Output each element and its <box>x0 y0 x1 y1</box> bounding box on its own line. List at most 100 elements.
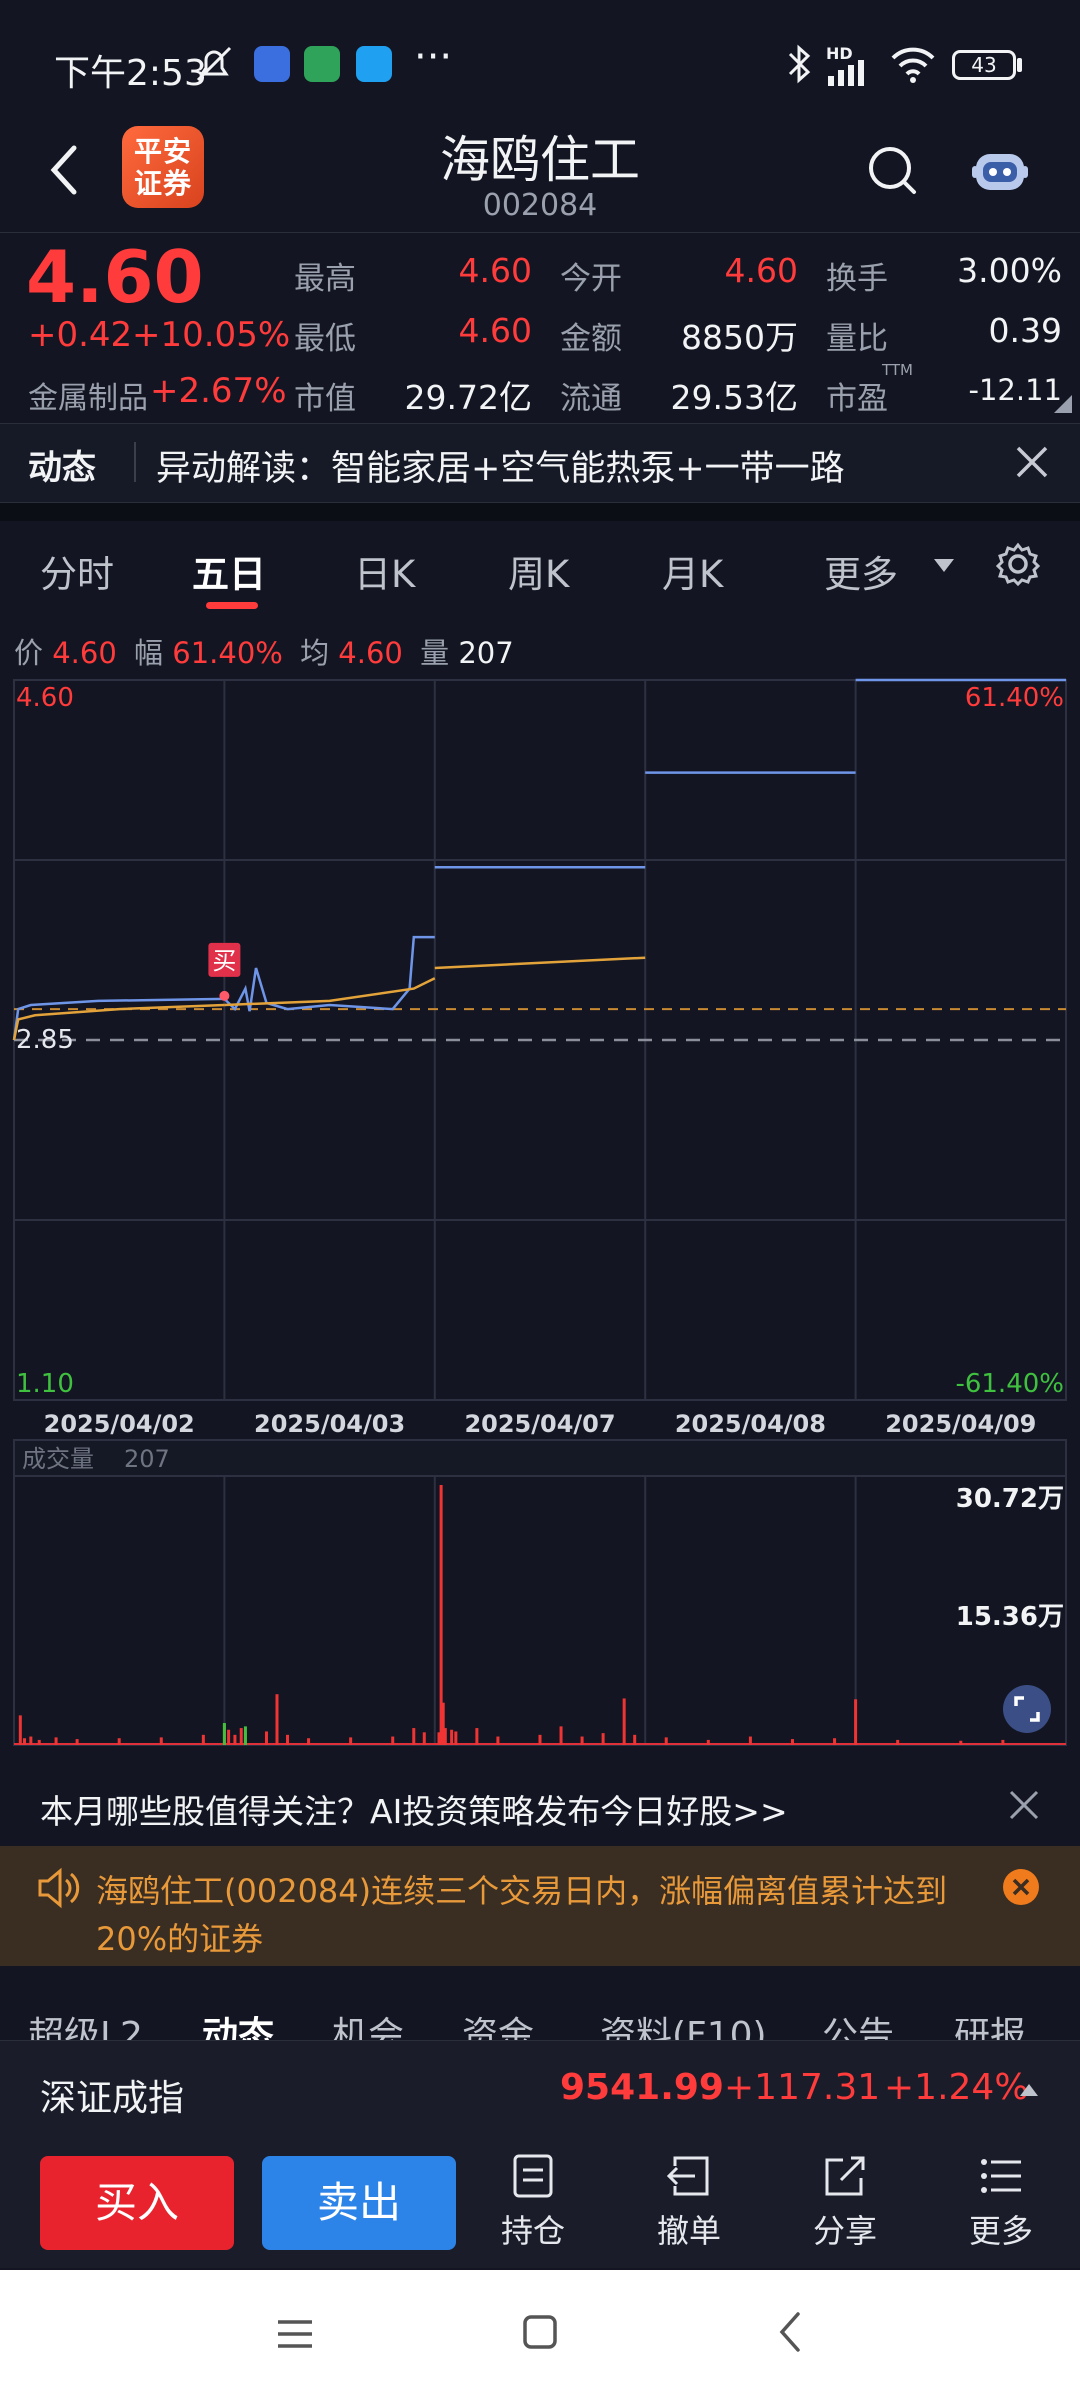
search-icon[interactable] <box>866 142 918 198</box>
tab-five-day[interactable]: 五日 <box>192 553 266 596</box>
tab-monthly-k[interactable]: 月K <box>662 553 724 596</box>
settings-gear-icon[interactable] <box>996 542 1040 586</box>
y-axis-mid-label: 2.85 <box>16 1025 74 1055</box>
menu-nav-icon[interactable] <box>276 2316 314 2352</box>
quote-label-turnover: 换手 <box>826 261 888 297</box>
battery-icon: 43 <box>952 50 1016 80</box>
quote-value-market-cap: 29.72亿 <box>404 378 532 417</box>
robot-assistant-icon[interactable] <box>970 142 1030 198</box>
logo-text: 证券 <box>133 167 192 200</box>
dropdown-triangle-icon[interactable] <box>932 556 956 576</box>
app-notification-icon <box>254 46 290 82</box>
quote-label-low: 最低 <box>294 321 356 357</box>
cancel-order-button[interactable]: 撤单 <box>614 2152 764 2252</box>
index-ticker[interactable]: 深证成指 9541.99 +117.31 +1.24% <box>0 2040 1080 2139</box>
tab-super-l2[interactable]: 超级L2 <box>28 2015 143 2040</box>
five-day-chart[interactable]: 买 4.60 2.85 1.10 61.40% -61.40% 2025/04/02 2025… <box>0 670 1080 1760</box>
price-chart-svg[interactable]: 买 4.60 2.85 1.10 61.40% -61.40% 2025/04/02 2025… <box>0 670 1080 1760</box>
average-line <box>224 977 436 1007</box>
sector-name[interactable]: 金属制品 <box>28 381 148 416</box>
price-change: +0.42 <box>28 315 133 355</box>
news-divider <box>134 442 136 482</box>
wifi-icon <box>891 47 935 83</box>
tab-announcements[interactable]: 公告 <box>822 2015 895 2040</box>
buy-button[interactable]: 买入 <box>40 2156 234 2250</box>
volume-frame <box>13 1475 1067 1746</box>
quote-value-high: 4.60 <box>458 251 532 290</box>
bluetooth-icon <box>788 44 811 84</box>
share-button[interactable]: 分享 <box>770 2152 920 2252</box>
ai-strategy-banner[interactable]: 本月哪些股值得关注？AI投资策略发布今日好股>> <box>0 1763 1080 1849</box>
quote-label-open: 今开 <box>560 261 622 297</box>
positions-label: 持仓 <box>500 2212 565 2250</box>
tab-weekly-k[interactable]: 周K <box>508 553 570 596</box>
fullscreen-icon[interactable] <box>1002 1684 1052 1734</box>
mute-icon <box>196 46 232 82</box>
info-avg-label: 均 <box>300 636 330 670</box>
news-label: 动态 <box>28 448 96 488</box>
sell-button[interactable]: 卖出 <box>262 2156 456 2250</box>
average-line <box>434 956 646 970</box>
tab-dynamics[interactable]: 动态 <box>202 2015 275 2040</box>
ai-banner-text[interactable]: 本月哪些股值得关注？AI投资策略发布今日好股>> <box>40 1792 788 1831</box>
info-range: 61.40% <box>172 636 283 670</box>
share-icon <box>825 2156 865 2196</box>
average-line <box>12 1003 225 1041</box>
quote-value-float-cap: 29.53亿 <box>670 378 798 417</box>
info-volume: 207 <box>458 636 514 670</box>
index-value: 9541.99 <box>560 2067 724 2108</box>
quote-panel: 4.60 +0.42 +10.05% 金属制品 +2.67% 最高 4.60 今… <box>0 232 1080 424</box>
tab-f10[interactable]: 资料(F10) <box>600 2015 767 2040</box>
back-arrow-icon[interactable] <box>44 142 84 198</box>
quote-pe-ttm-sup: TTM <box>882 361 914 379</box>
buy-marker-label: 买 <box>212 947 236 975</box>
expand-up-triangle-icon[interactable] <box>1018 2081 1040 2099</box>
abnormal-move-alert[interactable]: 海鸥住工(002084)连续三个交易日内，涨幅偏离值累计达到 20%的证券 <box>0 1846 1080 1966</box>
more-button[interactable]: 更多 <box>926 2152 1076 2252</box>
positions-button[interactable]: 持仓 <box>458 2152 608 2252</box>
quote-value-volume-ratio: 0.39 <box>988 311 1062 350</box>
volume-current: 207 <box>124 1445 170 1473</box>
info-price-label: 价 <box>14 636 44 670</box>
tab-intraday[interactable]: 分时 <box>40 553 114 596</box>
quote-label-pe: 市盈 <box>826 381 888 417</box>
quote-value-open: 4.60 <box>724 251 798 290</box>
current-price: 4.60 <box>26 235 204 319</box>
network-type: HD <box>826 44 853 63</box>
back-nav-icon[interactable] <box>776 2310 804 2354</box>
signal-icon <box>828 60 864 86</box>
positions-icon <box>513 2154 553 2198</box>
x-axis-date-label: 2025/04/07 <box>464 1410 615 1438</box>
logo-text: 平安 <box>133 135 192 168</box>
sector-change-pct: +2.67% <box>150 371 287 411</box>
x-axis-date-label: 2025/04/08 <box>675 1410 826 1438</box>
volume-header <box>13 1439 1067 1477</box>
system-nav-bar <box>0 2270 1080 2400</box>
quote-label-amount: 金额 <box>560 321 622 357</box>
news-text[interactable]: 异动解读：智能家居+空气能热泵+一带一路 <box>156 449 845 489</box>
tab-daily-k[interactable]: 日K <box>354 553 416 596</box>
x-axis-date-label: 2025/04/02 <box>44 1410 195 1438</box>
close-circle-icon[interactable] <box>1002 1868 1040 1906</box>
volume-title: 成交量 <box>22 1445 94 1473</box>
expand-corner-icon[interactable] <box>1052 393 1074 415</box>
tab-research[interactable]: 研报 <box>954 2015 1027 2040</box>
broker-logo[interactable]: 平安 证券 <box>122 126 204 208</box>
alert-text-line1: 海鸥住工(002084)连续三个交易日内，涨幅偏离值累计达到 <box>96 1872 948 1910</box>
index-change: +117.31 <box>724 2067 881 2108</box>
tab-opportunity[interactable]: 机会 <box>332 2015 405 2040</box>
quote-value-turnover: 3.00% <box>957 251 1062 290</box>
info-price: 4.60 <box>52 636 117 670</box>
news-banner[interactable]: 动态 异动解读：智能家居+空气能热泵+一带一路 <box>0 424 1080 503</box>
index-change-pct: +1.24% <box>884 2067 1029 2108</box>
volume-top-label: 30.72万 <box>956 1484 1064 1514</box>
tab-more[interactable]: 更多 <box>824 553 898 596</box>
close-icon[interactable] <box>1008 1789 1040 1821</box>
more-label: 更多 <box>968 2212 1033 2250</box>
status-time: 下午2:53 <box>54 53 207 94</box>
trade-action-bar: 买入 卖出 持仓 撤单 分享 更多 <box>0 2138 1080 2268</box>
home-nav-icon[interactable] <box>522 2314 558 2350</box>
tab-funds[interactable]: 资金 <box>462 2015 535 2040</box>
app-notification-icon <box>304 46 340 82</box>
close-icon[interactable] <box>1014 444 1050 480</box>
